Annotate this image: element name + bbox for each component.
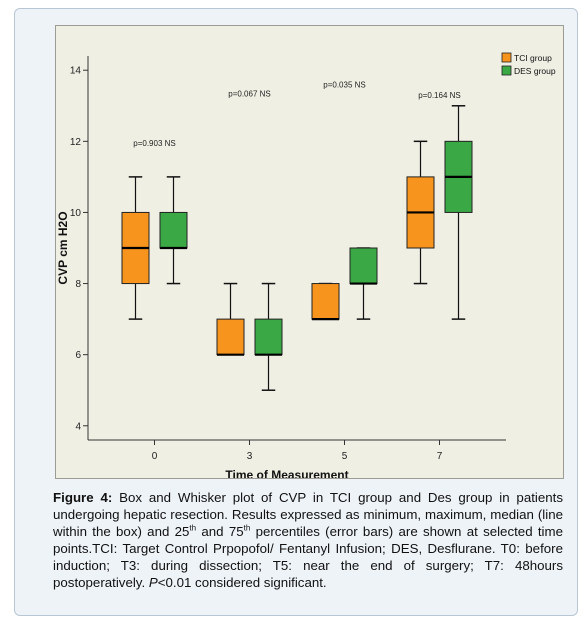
caption-label: Figure 4: [53, 490, 113, 505]
caption-text-d: <0.01 considered significant. [157, 575, 327, 590]
caption-sup-2: th [243, 523, 251, 533]
legend-swatch [501, 65, 512, 76]
box-des [349, 247, 378, 285]
box-tci [311, 283, 340, 320]
box-des [254, 318, 283, 356]
x-tick-label: 5 [342, 451, 348, 462]
y-tick-label: 8 [75, 279, 81, 290]
legend-swatch [501, 52, 512, 63]
x-tick-label: 3 [247, 451, 253, 462]
caption-sup-1: th [189, 523, 197, 533]
caption-p-italic: P [148, 575, 158, 590]
plot-card: 4 6 8 10 12 14 0 3 5 7 Time of Measurement CVP cm H… [55, 25, 564, 479]
caption-text-b: and 75 [196, 524, 244, 539]
figure-caption: Figure 4: Box and Whisker plot of CVP in… [53, 489, 563, 591]
caption-text-a: Box and Whisker plot of CVP in TCI group… [53, 490, 563, 539]
box-des [159, 211, 188, 249]
x-tick-label: 0 [152, 451, 158, 462]
y-tick-label: 14 [70, 66, 82, 77]
figure-frame: 4 6 8 10 12 14 0 3 5 7 Time of Measurement CVP cm H… [14, 8, 578, 616]
box-plot-chart: 4 6 8 10 12 14 0 3 5 7 Time of Measurement CVP cm H… [56, 52, 556, 478]
p-value-annotation: p=0.903 NS [133, 139, 175, 148]
box-tci [216, 318, 245, 356]
y-tick-label: 4 [75, 421, 81, 432]
x-tick-label: 7 [437, 451, 443, 462]
y-tick-label: 12 [70, 137, 82, 148]
caption-text-c: percentiles (error bars) are shown at se… [53, 524, 563, 590]
x-axis-title: Time of Measurement [225, 468, 348, 478]
y-tick-label: 10 [70, 208, 82, 219]
p-value-annotation: p=0.067 NS [228, 89, 270, 98]
p-value-annotation: p=0.035 NS [323, 80, 365, 89]
legend-label: DES group [514, 66, 556, 76]
y-tick-label: 6 [75, 350, 81, 361]
p-value-annotation: p=0.164 NS [418, 91, 460, 100]
legend-label: TCI group [514, 53, 552, 63]
y-axis-title: CVP cm H2O [56, 211, 70, 284]
